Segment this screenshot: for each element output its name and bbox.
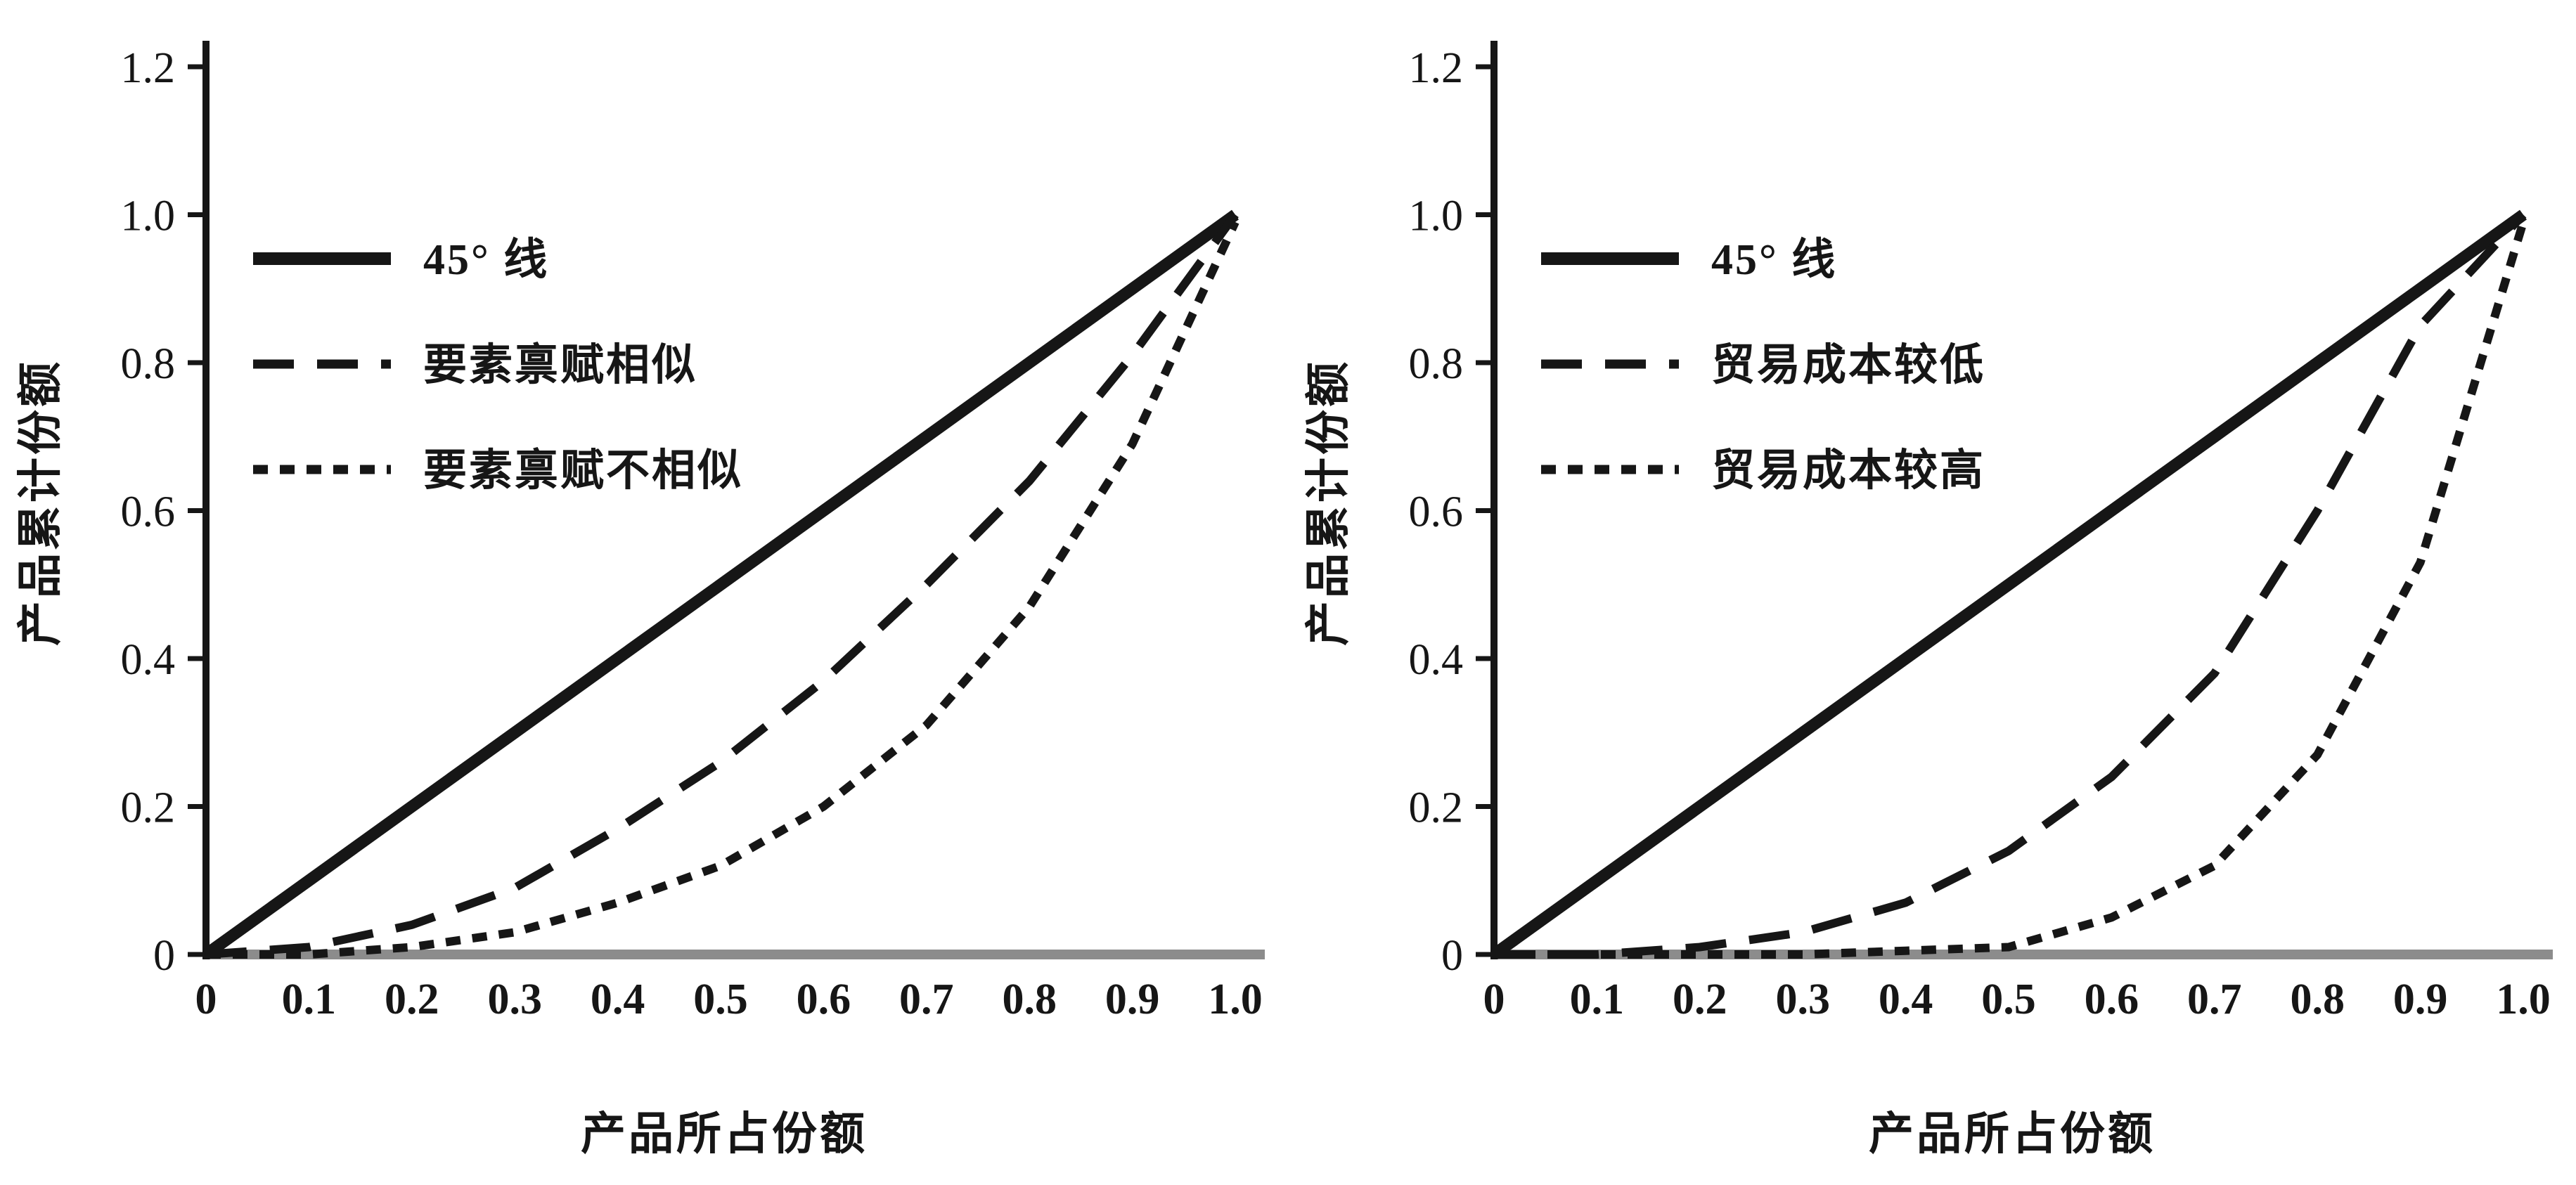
y-tick-label: 0 [153, 932, 175, 980]
x-tick-label: 0.7 [2187, 976, 2242, 1023]
y-tick-label: 0.8 [1409, 340, 1464, 388]
plot-area-right: 0 0.2 0.4 0.6 0.8 1.0 1.2 0 0.1 0.2 0.3 0.4 0.5 0.6 0.… [1409, 41, 2553, 1023]
y-tick-label: 1.2 [121, 44, 176, 92]
series-line-1 [205, 212, 1239, 959]
x-tick-label: 0.4 [1879, 976, 1933, 1023]
series-line-2 [206, 220, 1239, 959]
x-tick-label: 1.0 [2496, 976, 2551, 1023]
y-tick-label: 1.0 [1409, 193, 1464, 240]
legend-label-1: 要素禀赋相似 [423, 341, 697, 389]
legend-label-2: 贸易成本较高 [1711, 446, 1985, 495]
plot-area-left: 0 0.2 0.4 0.6 0.8 1.0 1.2 0 0.1 0.2 0.3 0.4 0.5 0.6 0.… [121, 41, 1265, 1023]
x-tick-label: 0.1 [1570, 976, 1625, 1023]
x-tick-label: 0 [195, 976, 217, 1023]
legend-label-2: 要素禀赋不相似 [423, 446, 743, 495]
x-tick-label: 0.3 [487, 976, 542, 1023]
x-tick-label: 0.2 [1673, 976, 1727, 1023]
y-tick-label: 0.6 [121, 488, 176, 536]
y-tick-label: 0.6 [1409, 488, 1464, 536]
legend-label-0: 45° 线 [423, 235, 549, 284]
x-tick-label: 0.9 [1105, 976, 1160, 1023]
series-line-2 [1494, 221, 2527, 959]
y-tick-label: 0.8 [121, 340, 176, 388]
y-tick-label: 0 [1441, 932, 1463, 980]
x-tick-label: 0.6 [2085, 976, 2139, 1023]
x-tick-label: 0.7 [899, 976, 954, 1023]
y-tick-label: 0.2 [1409, 784, 1464, 832]
x-tick-label: 1.0 [1208, 976, 1263, 1023]
x-tick-label: 0.5 [1981, 976, 2036, 1023]
x-tick-label: 0 [1483, 976, 1505, 1023]
y-axis-title-right: 产品累计份额 [1303, 359, 1353, 646]
x-axis-title-right: 产品所占份额 [1869, 1109, 2156, 1159]
chart-panel-left: 0 0.2 0.4 0.6 0.8 1.0 1.2 0 0.1 0.2 0.3 0.4 0.5 0.6 0.… [15, 41, 1265, 1159]
series-line-0 [1490, 209, 2527, 959]
x-tick-label: 0.8 [2290, 976, 2345, 1023]
x-tick-label: 0.1 [282, 976, 337, 1023]
chart-panel-right: 0 0.2 0.4 0.6 0.8 1.0 1.2 0 0.1 0.2 0.3 0.4 0.5 0.6 0.… [1288, 0, 2576, 1185]
series-line-0 [202, 209, 1239, 959]
x-tick-label: 0.4 [591, 976, 645, 1023]
y-axis-title-left: 产品累计份额 [15, 359, 65, 646]
y-tick-label: 0.4 [121, 636, 176, 684]
legend-label-0: 45° 线 [1711, 235, 1837, 284]
y-tick-label: 0.4 [1409, 636, 1464, 684]
legend-label-1: 贸易成本较低 [1711, 341, 1985, 389]
y-tick-label: 1.2 [1409, 44, 1464, 92]
y-tick-label: 0.2 [121, 784, 176, 832]
x-tick-label: 0.3 [1775, 976, 1830, 1023]
x-tick-label: 0.2 [385, 976, 439, 1023]
x-tick-label: 0.5 [693, 976, 748, 1023]
x-tick-label: 0.8 [1002, 976, 1057, 1023]
series-line-1 [1494, 212, 2527, 959]
y-tick-label: 1.0 [121, 193, 176, 240]
x-tick-label: 0.9 [2393, 976, 2448, 1023]
x-tick-label: 0.6 [797, 976, 851, 1023]
x-axis-title-left: 产品所占份额 [581, 1109, 868, 1159]
